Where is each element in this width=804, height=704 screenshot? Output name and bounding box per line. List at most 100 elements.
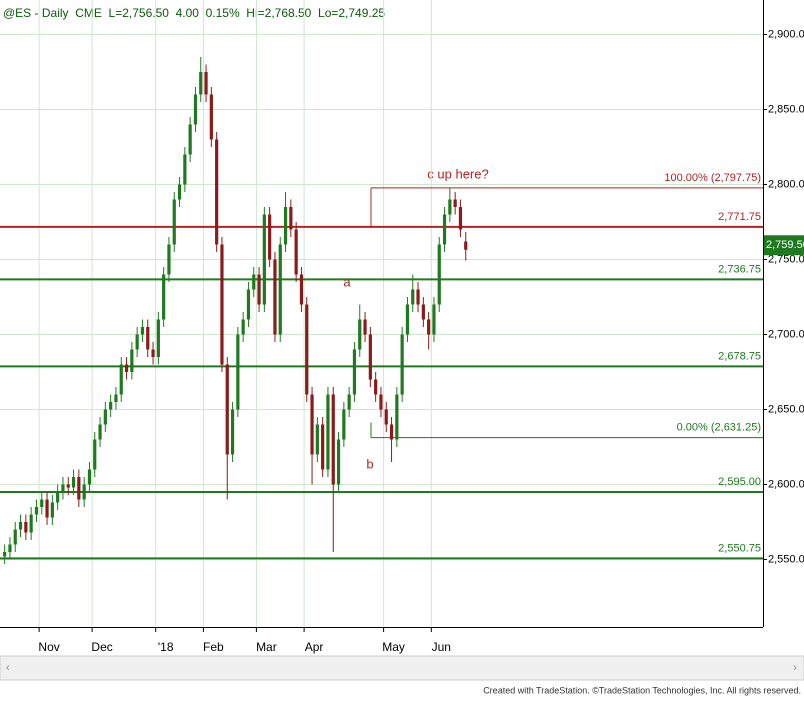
candle-body: [135, 334, 139, 350]
x-tick-label: Feb: [203, 640, 224, 654]
last-price-label: 2,759.50: [766, 239, 804, 251]
candle-body: [379, 394, 383, 410]
level-label: 2,736.75: [718, 263, 761, 275]
candle-body: [45, 499, 49, 518]
x-tick-label: May: [382, 640, 405, 654]
candle-body: [193, 94, 198, 125]
candle-body: [114, 394, 118, 402]
candle-body: [177, 184, 182, 200]
y-tick-label: 2,800.00: [768, 178, 804, 190]
level-label: 0.00% (2,631.25): [677, 422, 761, 434]
candle-body: [18, 522, 23, 530]
x-tick-label: '18: [158, 640, 174, 654]
candle-body: [321, 424, 325, 470]
candle-body: [199, 72, 203, 95]
candle-body: [331, 394, 335, 485]
candle-body: [268, 214, 272, 260]
candle-body: [77, 477, 81, 500]
candle-body: [103, 409, 107, 425]
candle-body: [162, 274, 166, 320]
candle-body: [252, 274, 256, 290]
candle-body: [204, 72, 208, 95]
scroll-left[interactable]: ‹: [6, 662, 10, 674]
x-tick-label: Apr: [305, 640, 324, 654]
candle-body: [374, 379, 378, 395]
candle-body: [151, 349, 155, 357]
candle-body: [66, 484, 70, 488]
scrollbar[interactable]: [0, 655, 804, 681]
footer: Created with TradeStation. ©TradeStation…: [483, 685, 801, 695]
candle-body: [262, 214, 266, 305]
candle-body: [146, 327, 150, 350]
candle-body: [230, 409, 235, 455]
candle-body: [188, 124, 192, 155]
level-label: 2,678.75: [718, 350, 761, 362]
candle-body: [236, 334, 240, 410]
candle-body: [8, 544, 12, 552]
y-tick-label: 2,700.00: [768, 328, 804, 340]
candle-body: [283, 207, 288, 245]
candle-body: [209, 94, 213, 140]
y-tick-label: 2,850.00: [768, 103, 804, 115]
candle-body: [416, 289, 420, 305]
candle-body: [347, 394, 351, 410]
candle-body: [363, 319, 367, 335]
candle-body: [384, 409, 388, 425]
candle-body: [289, 207, 293, 230]
chart-title: @ES - Daily CME L=2,756.50 4.00 0.15% Hi…: [3, 6, 385, 20]
candle-body: [56, 492, 60, 503]
scroll-right[interactable]: ›: [793, 662, 797, 674]
candle-body: [458, 207, 463, 230]
candle-body: [310, 394, 314, 455]
y-tick-label: 2,650.00: [768, 403, 804, 415]
annotation: a: [343, 274, 351, 289]
candle-body: [395, 394, 399, 440]
candle-body: [432, 304, 436, 335]
candle-body: [183, 154, 187, 185]
candle-body: [326, 394, 330, 470]
annotation: c up here?: [427, 166, 488, 181]
candle-body: [29, 514, 33, 533]
candle-body: [130, 349, 134, 372]
candle-body: [442, 214, 447, 245]
candle-body: [305, 304, 309, 395]
candle-body: [427, 319, 431, 335]
y-tick-label: 2,550.00: [768, 553, 804, 565]
y-tick-label: 2,600.00: [768, 478, 804, 490]
candle-body: [225, 364, 229, 455]
candle-body: [257, 274, 261, 305]
candle-body: [342, 409, 346, 440]
candle-body: [167, 244, 171, 275]
candle-body: [421, 304, 425, 320]
candle-body: [358, 319, 362, 350]
candle-body: [220, 244, 224, 365]
candle-body: [278, 244, 282, 335]
candle-body: [299, 274, 304, 305]
candle-body: [40, 499, 44, 507]
x-tick-label: Mar: [256, 640, 277, 654]
candle-body: [448, 199, 452, 215]
level-label: 2,595.00: [718, 476, 761, 488]
candle-body: [368, 334, 372, 380]
candle-body: [453, 199, 457, 207]
x-tick-label: Nov: [38, 640, 59, 654]
level-label: 100.00% (2,797.75): [664, 172, 761, 184]
candle-body: [464, 241, 468, 250]
annotation: b: [366, 456, 373, 471]
candle-body: [87, 469, 92, 485]
candle-body: [294, 229, 298, 275]
y-tick-label: 2,750.00: [768, 253, 804, 265]
candle-body: [336, 439, 341, 485]
candle-body: [98, 424, 102, 440]
candle-body: [93, 439, 97, 470]
candle-body: [273, 259, 277, 335]
x-tick-label: Dec: [91, 640, 112, 654]
candle-body: [246, 289, 251, 320]
candle-body: [13, 529, 17, 545]
candle-body: [437, 244, 441, 305]
level-label: 2,550.75: [718, 542, 761, 554]
candle-body: [215, 139, 219, 245]
candle-body: [156, 319, 160, 357]
candle-body: [352, 349, 357, 395]
candle-body: [405, 304, 410, 335]
